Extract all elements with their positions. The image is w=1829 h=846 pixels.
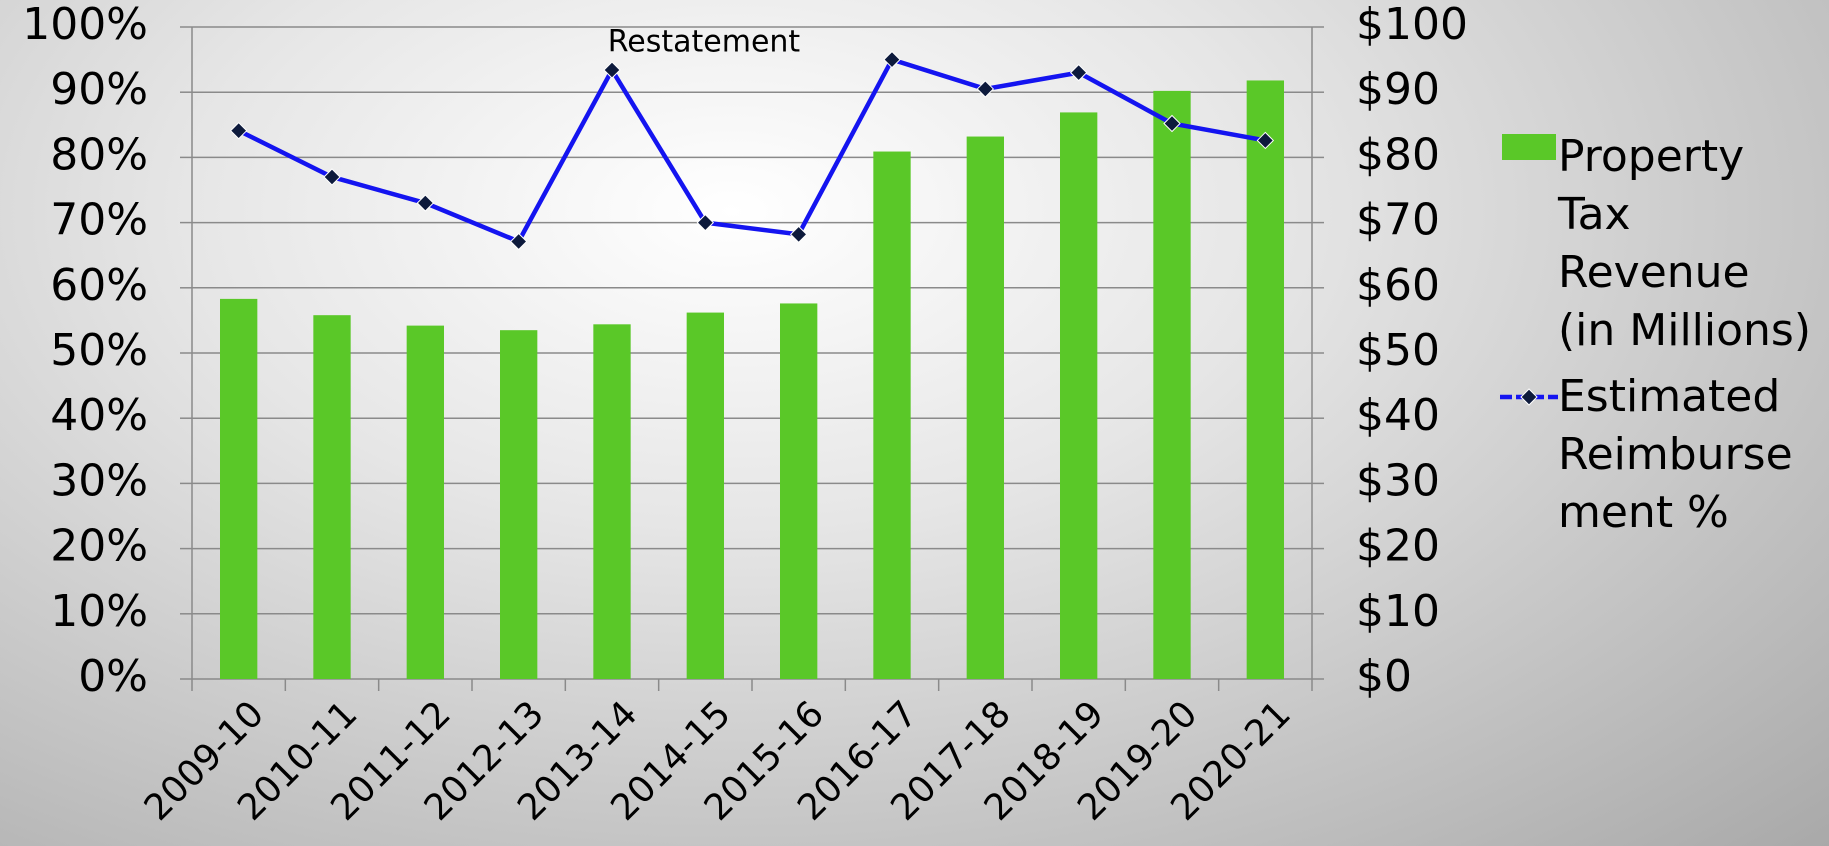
- marker: [323, 168, 341, 186]
- marker: [789, 225, 808, 244]
- marker: [416, 194, 435, 212]
- legend-swatch: [1500, 388, 1558, 406]
- bar: [966, 136, 1004, 679]
- marker: [976, 80, 995, 98]
- bar: [780, 303, 818, 679]
- y-tick-label: 90%: [50, 64, 148, 115]
- marker: [509, 232, 528, 251]
- y2-tick-label: $100: [1356, 0, 1468, 50]
- legend-item: Estimated Reimbursement %: [1500, 368, 1820, 542]
- bar: [220, 298, 258, 679]
- bar: [406, 325, 444, 679]
- annotation: Restatement: [608, 25, 801, 60]
- y-tick-label: 30%: [50, 455, 148, 506]
- marker: [1256, 131, 1275, 150]
- marker: [1069, 63, 1088, 82]
- y2-tick-label: $0: [1356, 651, 1412, 702]
- y-tick-label: 50%: [50, 325, 148, 376]
- y-tick-label: 70%: [50, 195, 148, 246]
- bar: [500, 330, 538, 679]
- y-tick-label: 80%: [50, 129, 148, 180]
- bar: [1153, 90, 1191, 679]
- bar: [313, 315, 351, 679]
- bar: [1246, 80, 1284, 680]
- legend-label: Property Tax Revenue (in Millions): [1558, 131, 1812, 356]
- y2-tick-label: $50: [1356, 325, 1440, 376]
- legend-item: Property Tax Revenue (in Millions): [1500, 128, 1820, 360]
- bar: [593, 324, 631, 679]
- legend: Property Tax Revenue (in Millions) Estima…: [1500, 128, 1820, 550]
- bar: [686, 312, 724, 679]
- y-tick-label: 100%: [22, 0, 148, 50]
- y2-tick-label: $70: [1356, 195, 1440, 246]
- y2-tick-label: $10: [1356, 586, 1440, 637]
- y2-tick-label: $20: [1356, 521, 1440, 572]
- y2-tick-label: $60: [1356, 260, 1440, 311]
- y-tick-label: 20%: [50, 521, 148, 572]
- legend-label: Estimated Reimbursement %: [1558, 371, 1793, 538]
- marker: [229, 121, 248, 140]
- marker: [696, 213, 715, 232]
- y-tick-label: 0%: [78, 651, 148, 702]
- line: [237, 56, 1266, 245]
- y2-tick-label: $90: [1356, 64, 1440, 115]
- marker: [883, 50, 901, 69]
- bar: [873, 151, 911, 680]
- bar: [1060, 112, 1098, 680]
- y2-tick-label: $40: [1356, 390, 1440, 441]
- y2-tick-label: $80: [1356, 129, 1440, 180]
- y-tick-label: 60%: [50, 260, 148, 311]
- y-tick-label: 40%: [50, 390, 148, 441]
- y2-tick-label: $30: [1356, 455, 1440, 506]
- y-tick-label: 10%: [50, 586, 148, 637]
- legend-swatch-marker: [1520, 388, 1538, 406]
- marker: [1163, 114, 1181, 133]
- legend-swatch: [1502, 134, 1556, 160]
- legend-swatch-bar: [1502, 134, 1556, 160]
- marker: [603, 61, 621, 79]
